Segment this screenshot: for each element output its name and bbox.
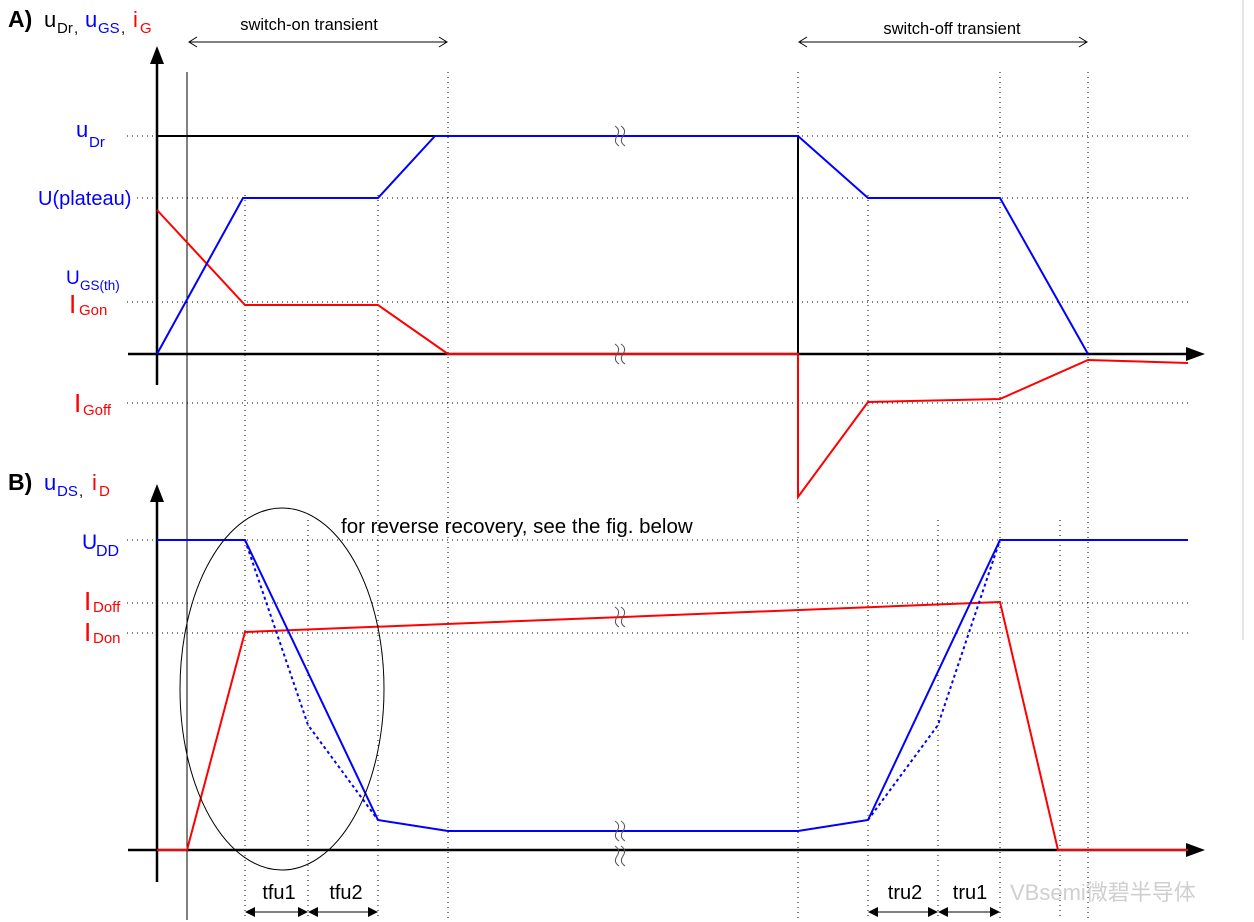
panel-b-x-axis-arrow — [1186, 843, 1205, 857]
level-label-i-doff: I Doff — [84, 586, 121, 616]
interval-arrow-tfu1-left — [245, 907, 255, 917]
interval-arrow-tfu1-right — [298, 907, 308, 917]
panel-b-title-u-ds-sub: DS — [57, 483, 78, 500]
vertical-gridlines — [244, 72, 1089, 920]
waveform-i-d — [157, 600, 1188, 851]
switch-on-span-right-head — [438, 36, 448, 48]
interval-arrows — [245, 907, 1000, 917]
level-label-i-goff-main: I — [74, 388, 81, 418]
switch-off-label: switch-off transient — [883, 20, 1021, 38]
panel-a-axes — [128, 46, 1205, 385]
switch-on-span-arrow — [188, 36, 448, 48]
panel-a-title-u-gs-main: u — [85, 7, 97, 32]
break-mark-b-voltage — [614, 820, 626, 842]
switch-on-span-left-head — [188, 36, 198, 48]
waveform-u-gs — [156, 135, 1089, 355]
level-label-i-goff-sub: Goff — [83, 402, 112, 419]
level-label-u-dr-sub: Dr — [89, 134, 105, 151]
level-label-i-goff: I Goff — [74, 388, 112, 419]
panel-a-y-axis-arrow — [150, 46, 164, 64]
interval-arrow-tru1-right — [990, 907, 1000, 917]
waveform-i-g — [156, 209, 1189, 501]
interval-arrow-tru2-right — [928, 907, 938, 917]
switch-off-span-left-head — [798, 36, 808, 48]
panel-a-title-u-dr-sep: , — [74, 20, 78, 37]
level-label-u-plateau: U(plateau) — [38, 188, 131, 210]
panel-b-title-u-ds-main: u — [44, 470, 56, 495]
panel-a-tag: A) — [8, 6, 32, 32]
level-label-i-gon: I Gon — [69, 289, 107, 319]
level-label-u-gs-th: UGS(th) — [66, 268, 120, 293]
break-mark-b-current — [614, 606, 626, 628]
watermark: VBsemi微碧半导体 — [1010, 880, 1196, 905]
level-label-i-doff-sub: Doff — [93, 599, 121, 616]
panel-a-title-i-g-sub: G — [140, 20, 152, 37]
level-label-i-don: I Don — [84, 617, 121, 647]
panel-b-title-u-ds: uDS, — [44, 470, 83, 500]
level-label-u-gs-th-main: U — [66, 268, 80, 289]
level-label-i-don-sub: Don — [93, 630, 121, 647]
panel-b-axes — [128, 484, 1205, 882]
panel-b-title-u-ds-sep: , — [79, 483, 83, 500]
level-label-i-gon-sub: Gon — [79, 302, 107, 319]
reverse-recovery-ellipse — [179, 507, 385, 871]
reverse-recovery-note: for reverse recovery, see the fig. below — [341, 515, 693, 538]
level-label-u-dd-main: U — [82, 531, 97, 554]
waveform-u-dr — [157, 135, 799, 354]
panel-a-title-i-g-main: i — [133, 7, 138, 32]
break-mark-a-top — [614, 125, 626, 147]
level-label-u-gs-th-sub: GS(th) — [80, 278, 120, 293]
interval-arrow-tru2-left — [868, 907, 878, 917]
panel-a-title-u-gs: uGS, — [85, 7, 125, 37]
panel-a-title-u-dr: uDr, — [44, 7, 78, 37]
waveform-u-ds-rise-dotted — [867, 539, 1001, 821]
interval-label-tfu1: tfu1 — [262, 882, 295, 904]
break-mark-b-axis — [614, 845, 626, 867]
panel-b-tag: B) — [8, 469, 32, 495]
interval-label-tfu2: tfu2 — [329, 882, 362, 904]
break-mark-a-axis — [614, 343, 626, 365]
switch-on-label: switch-on transient — [240, 16, 378, 34]
panel-b-title-i-d-main: i — [92, 470, 97, 495]
panel-a-title-u-gs-sep: , — [121, 20, 125, 37]
level-label-i-doff-main: I — [84, 586, 91, 616]
interval-label-tru1: tru1 — [953, 882, 987, 904]
panel-a-title-u-gs-sub: GS — [98, 20, 120, 37]
panel-a-x-axis-arrow — [1186, 347, 1205, 361]
level-label-u-dd-sub: DD — [96, 543, 119, 560]
level-label-u-dd: UDD — [82, 531, 119, 560]
interval-arrow-tfu2-left — [308, 907, 318, 917]
level-label-u-dr-main: u — [76, 117, 88, 142]
level-label-u-dr: uDr — [76, 117, 105, 151]
panel-a-title-u-dr-sub: Dr — [57, 20, 73, 37]
panel-b-title-i-d-sub: D — [99, 483, 110, 500]
level-label-i-gon-main: I — [69, 289, 76, 319]
interval-arrow-tfu2-right — [368, 907, 378, 917]
interval-arrow-tru1-left — [938, 907, 948, 917]
switch-off-span-arrow — [798, 36, 1088, 48]
waveform-u-ds — [157, 539, 1188, 832]
switch-off-span-right-head — [1078, 36, 1088, 48]
time-break-marks — [614, 125, 626, 867]
panel-a-title-u-dr-main: u — [44, 7, 56, 32]
interval-label-tru2: tru2 — [888, 882, 922, 904]
panel-b-y-axis-arrow — [150, 484, 164, 502]
level-label-i-don-main: I — [84, 617, 91, 647]
